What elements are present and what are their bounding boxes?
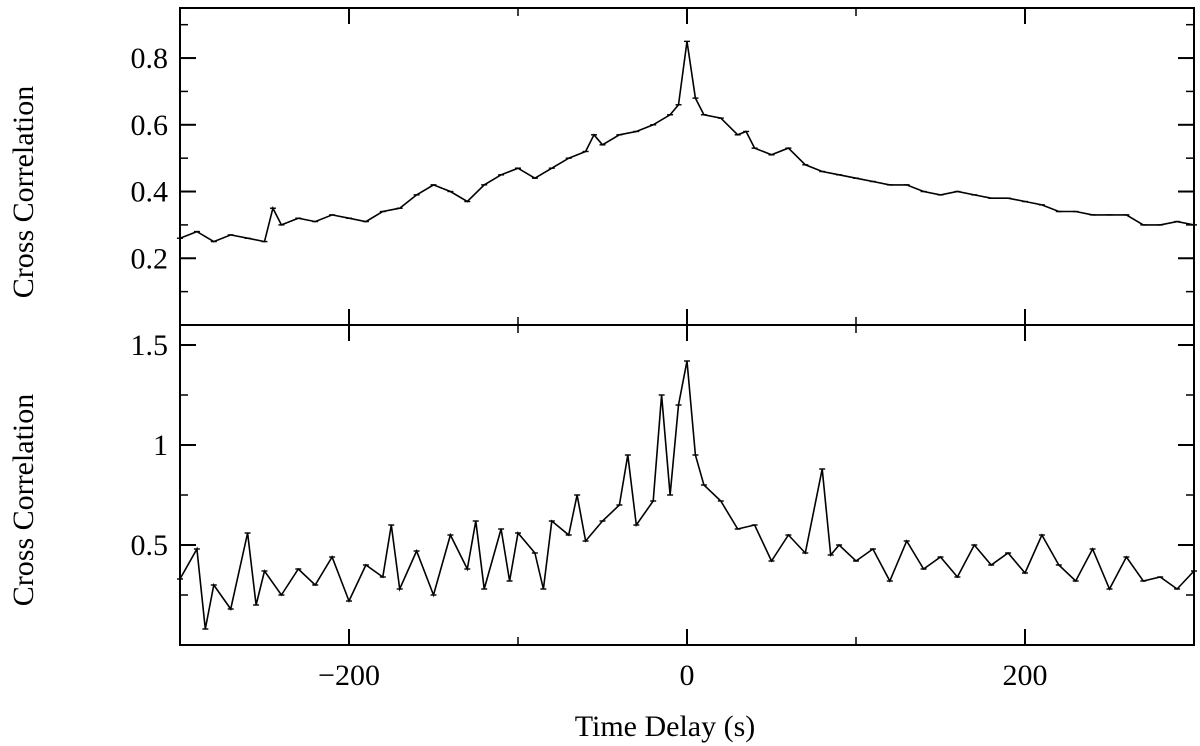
bottom-y-tick-label: 1.5: [131, 329, 169, 362]
bottom-panel-series: [177, 360, 1197, 630]
bottom-series-line: [179, 360, 1195, 630]
bottom-panel-frame: [179, 324, 1195, 646]
top-y-axis-title: Cross Correlation: [7, 86, 40, 298]
top-y-tick-label: 0.6: [131, 109, 169, 142]
top-panel-series: [177, 40, 1197, 243]
top-panel-frame: [179, 7, 1195, 326]
top-y-tick-label: 0.4: [131, 176, 169, 209]
top-y-tick-label: 0.8: [131, 42, 169, 75]
bottom-y-axis-title: Cross Correlation: [7, 394, 40, 606]
bottom-panel-ticks: 0.5 1 1.5 −200 0 200: [131, 325, 1195, 692]
x-tick-label: 200: [1003, 659, 1048, 692]
bottom-y-tick-label: 1: [153, 429, 168, 462]
x-axis-title: Time Delay (s): [575, 710, 756, 743]
top-y-tick-label: 0.2: [131, 242, 169, 275]
top-series-line: [179, 41, 1195, 243]
x-tick-label: 0: [680, 659, 695, 692]
x-tick-label: −200: [318, 659, 380, 692]
bottom-y-tick-label: 0.5: [131, 529, 169, 562]
top-panel-ticks: 0.2 0.4 0.6 0.8: [131, 8, 1195, 325]
